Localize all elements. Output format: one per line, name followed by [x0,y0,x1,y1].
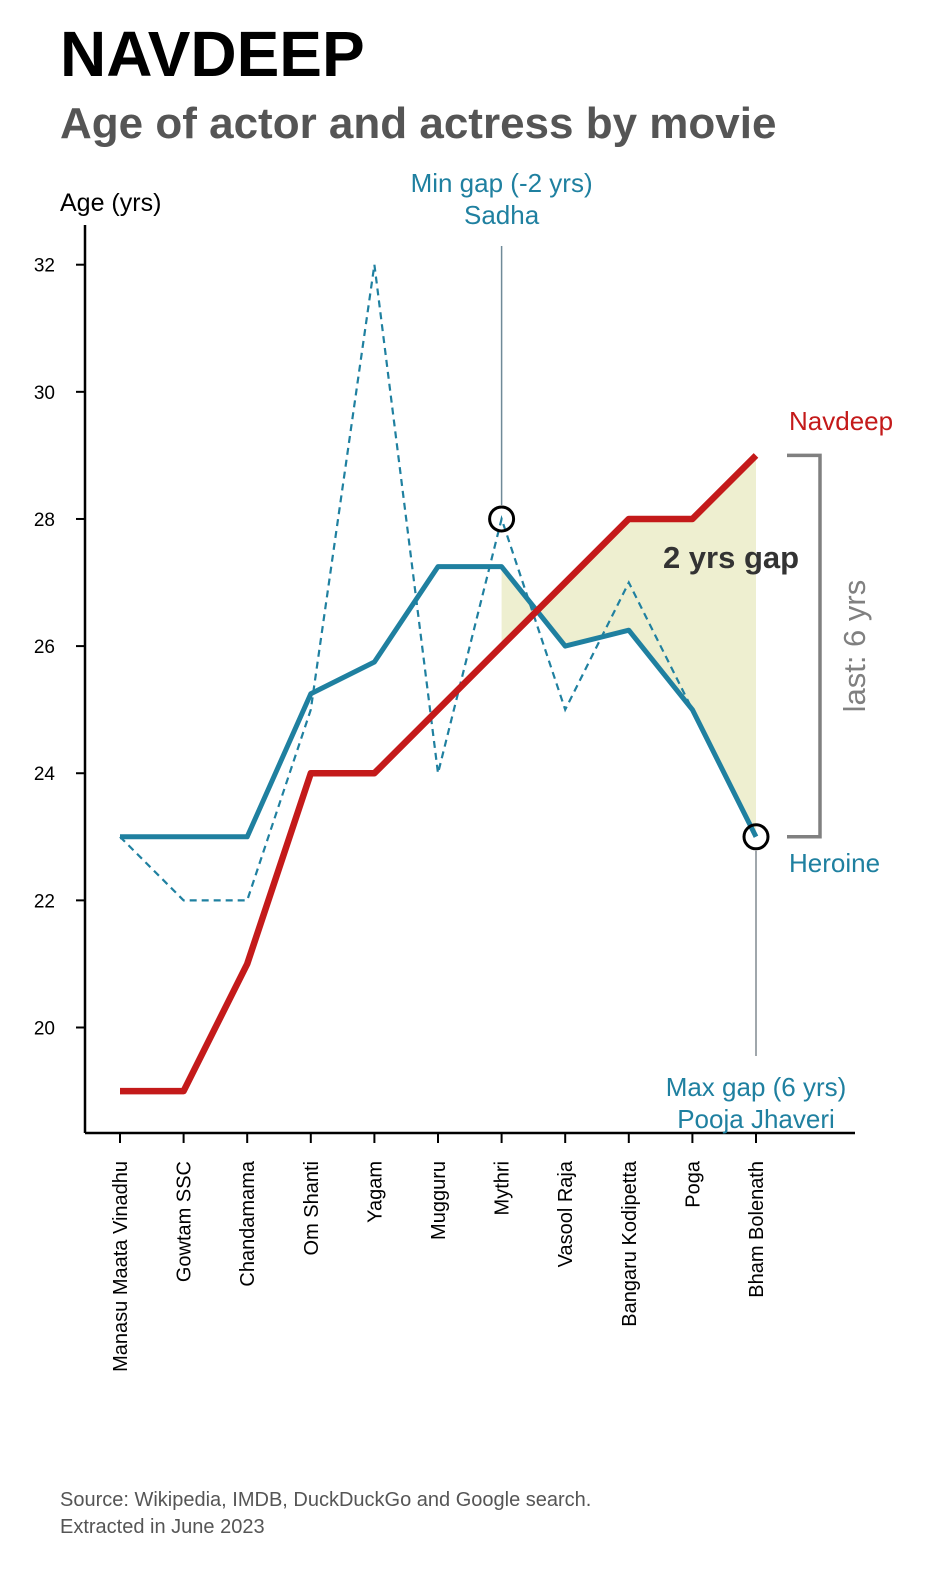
annotations: Min gap (-2 yrs)Sadha Max gap (6 yrs)Pooj… [411,168,894,1134]
x-tick-label: Mugguru [428,1161,450,1240]
max-gap-label: Max gap (6 yrs) [666,1072,847,1102]
x-tick-label: Manasu Maata Vinadhu [110,1161,132,1372]
x-tick-label: Bangaru Kodipetta [619,1160,641,1327]
y-tick-label: 28 [34,510,55,531]
min-gap-label: Min gap (-2 yrs) [411,168,593,198]
x-tick-label: Poga [682,1160,704,1208]
age-gap-chart: 20 22 24 26 28 30 32 Age (yrs) Manasu Maata Vina… [34,168,894,1372]
x-tick-label: Mythri [492,1161,514,1215]
min-gap-name: Sadha [464,200,540,230]
actor-line [120,453,759,1095]
chart-subtitle: Age of actor and actress by movie [60,99,777,148]
heroine-series-label: Heroine [789,848,880,878]
x-tick-label: Om Shanti [301,1161,323,1255]
source-note: Source: Wikipedia, IMDB, DuckDuckGo and … [60,1487,591,1541]
y-tick-label: 22 [34,891,55,912]
min-gap-marker [488,505,516,533]
heroine-line [120,564,759,840]
x-tick-label: Yagam [364,1161,386,1223]
x-tick-label: Gowtam SSC [174,1161,196,1282]
axes: 20 22 24 26 28 30 32 Age (yrs) Manasu Maata Vina… [34,189,855,1372]
heroine-actual-dashed-line [119,264,757,902]
source-line-2: Extracted in June 2023 [60,1516,265,1538]
y-tick-label: 26 [34,637,55,658]
max-gap-marker [742,823,770,851]
x-tick-label: Bham Bolenath [746,1161,768,1298]
actor-series-label: Navdeep [789,406,893,436]
y-tick-label: 30 [34,383,55,404]
series-lines [119,264,759,1095]
gap-shaded-area [501,455,756,837]
max-gap-name: Pooja Jhaveri [677,1104,835,1134]
source-line-1: Source: Wikipedia, IMDB, DuckDuckGo and … [60,1489,592,1511]
x-tick-label: Vasool Raja [555,1160,577,1267]
x-tick-label: Chandamama [237,1160,259,1287]
chart-title: NAVDEEP [60,18,365,90]
gap-text: 2 yrs gap [663,540,799,575]
last-gap-label: last: 6 yrs [837,580,872,713]
gap-fill-layer [501,455,756,837]
y-axis-label: Age (yrs) [60,189,161,217]
last-gap-bracket [787,453,822,839]
y-tick-label: 24 [34,764,56,785]
y-tick-label: 20 [34,1019,55,1040]
y-tick-label: 32 [34,256,55,277]
